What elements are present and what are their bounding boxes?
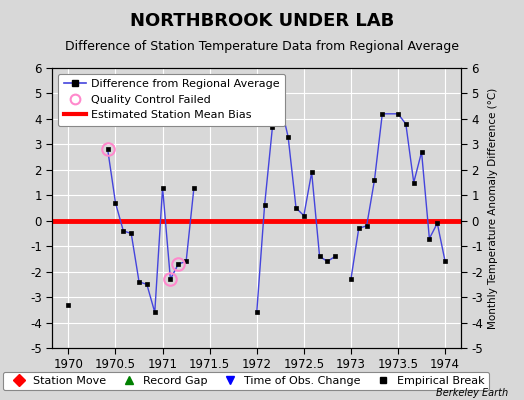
Legend: Difference from Regional Average, Quality Control Failed, Estimated Station Mean: Difference from Regional Average, Qualit… bbox=[58, 74, 286, 126]
Text: Difference of Station Temperature Data from Regional Average: Difference of Station Temperature Data f… bbox=[65, 40, 459, 53]
Text: Berkeley Earth: Berkeley Earth bbox=[436, 388, 508, 398]
Text: NORTHBROOK UNDER LAB: NORTHBROOK UNDER LAB bbox=[130, 12, 394, 30]
Legend: Station Move, Record Gap, Time of Obs. Change, Empirical Break: Station Move, Record Gap, Time of Obs. C… bbox=[3, 372, 489, 390]
Y-axis label: Monthly Temperature Anomaly Difference (°C): Monthly Temperature Anomaly Difference (… bbox=[487, 87, 498, 329]
